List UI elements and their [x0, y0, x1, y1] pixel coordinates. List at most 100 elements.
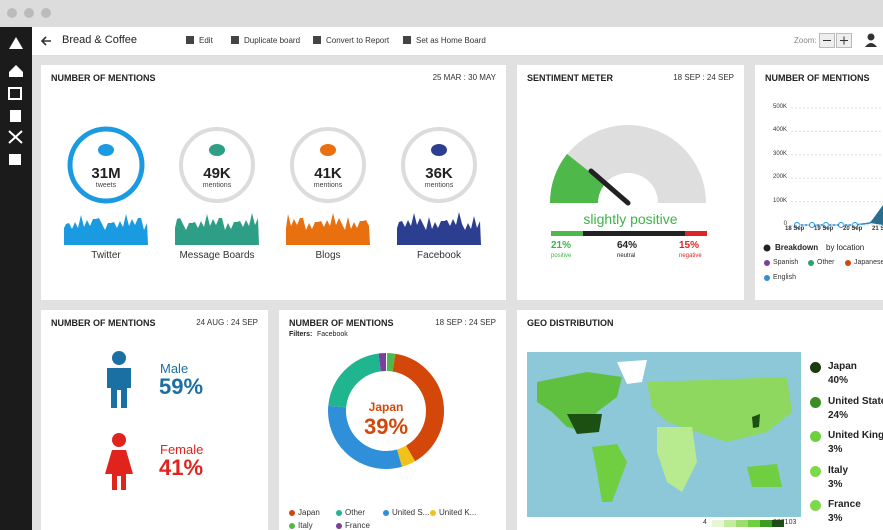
mention-ring — [179, 127, 255, 203]
trend-panel: NUMBER OF MENTIONS 500K 400K 300K 200K 100K 0… — [755, 65, 883, 300]
panel-title: SENTIMENT METER — [527, 73, 614, 83]
breakdown-title: Breakdown — [775, 243, 819, 252]
toolbar: Bread & Coffee Zoom: Edit Duplicate board… — [32, 27, 883, 56]
filter-label: Filters: — [289, 331, 313, 338]
mention-unit: mentions — [313, 182, 343, 189]
sparkline — [64, 214, 148, 245]
y-tick-label: 0 — [783, 221, 787, 227]
action-icon — [403, 36, 411, 44]
legend-dot — [336, 523, 342, 529]
toolbar-action[interactable]: Duplicate board — [230, 36, 300, 45]
zoom-controls[interactable] — [819, 33, 853, 48]
x-tick-label: 21 Sep — [872, 226, 883, 232]
legend-dot — [810, 396, 821, 408]
filter-value: Facebook — [317, 331, 348, 338]
panel-date: 24 AUG : 24 SEP — [196, 318, 258, 327]
back-button[interactable] — [40, 35, 52, 47]
y-tick-label: 100K — [772, 197, 787, 204]
breakdown-subtitle: by location — [826, 243, 865, 252]
female-value: 41% — [159, 455, 204, 480]
x-tick-label: 19 Sep — [814, 226, 834, 232]
mention-graphic — [64, 126, 148, 245]
panel-title: NUMBER OF MENTIONS — [765, 73, 870, 83]
sentiment-label: slightly positive — [583, 211, 678, 227]
legend-dot — [430, 510, 436, 516]
window-chrome — [0, 0, 883, 27]
trend-chart — [763, 107, 883, 281]
mention-icon — [209, 144, 225, 156]
mention-icon — [98, 144, 114, 156]
panel-title: NUMBER OF MENTIONS — [289, 318, 394, 328]
world-map — [527, 352, 801, 527]
geo-panel: GEO DISTRIBUTION 4 227103 Japan 40% United… — [517, 310, 883, 530]
sentiment-caption: positive — [551, 253, 572, 259]
mention-value: 36K — [425, 165, 453, 182]
panel-title: NUMBER OF MENTIONS — [51, 318, 156, 328]
mention-unit: mentions — [202, 182, 232, 189]
y-tick-label: 500K — [772, 104, 787, 110]
legend-label: Other — [817, 259, 835, 266]
sentiment-bar — [551, 231, 707, 236]
scale-max: 227103 — [773, 519, 797, 526]
mention-ring — [290, 127, 366, 203]
scale-min: 4 — [703, 519, 707, 526]
legend-dot — [289, 523, 295, 529]
geo-country: United Kingdom — [828, 430, 883, 441]
sentiment-caption: negative — [679, 253, 702, 259]
legend-dot — [289, 510, 295, 516]
sentiment-value: 64% — [617, 240, 638, 251]
legend-dot — [845, 260, 851, 266]
geo-share: 3% — [828, 513, 843, 524]
geo-share: 3% — [828, 444, 843, 455]
toolbar-action[interactable]: Edit — [185, 36, 213, 45]
x-tick-label: 18 Sep — [785, 226, 805, 232]
panel-title: GEO DISTRIBUTION — [527, 318, 614, 328]
panel-title: NUMBER OF MENTIONS — [51, 73, 156, 83]
action-icon — [231, 36, 239, 44]
female-label: Female — [160, 442, 204, 457]
mention-label: Facebook — [417, 250, 461, 261]
mention-label: Message Boards — [179, 250, 255, 261]
x-tick-label: 20 Sep — [843, 226, 863, 232]
sidebar-icons — [8, 37, 23, 165]
donut-panel: NUMBER OF MENTIONS 18 SEP : 24 SEP Filte… — [279, 310, 506, 530]
geo-share: 40% — [828, 375, 849, 386]
sentiment-value: 21% — [551, 240, 572, 251]
legend-dot — [383, 510, 389, 516]
legend-label: Italy — [298, 521, 313, 530]
geo-country: Italy — [828, 464, 849, 476]
breakdown-dot — [763, 244, 771, 252]
legend-dot — [764, 275, 770, 281]
legend-dot — [810, 362, 821, 373]
mention-graphic — [397, 127, 481, 245]
mention-ring — [401, 127, 477, 203]
legend-dot — [810, 431, 821, 442]
legend-label: Other — [345, 508, 366, 517]
action-icon — [313, 36, 321, 44]
mention-unit: mentions — [424, 182, 454, 189]
y-tick-label: 400K — [772, 127, 787, 134]
mentions-panel: NUMBER OF MENTIONS 25 MAR : 30 MAY 31M tw… — [41, 65, 506, 300]
mention-graphic — [286, 127, 370, 245]
mention-value: 41K — [314, 165, 342, 182]
mention-icon — [320, 144, 336, 156]
toolbar-action[interactable]: Set as Home Board — [402, 36, 486, 45]
mention-ring — [67, 126, 145, 204]
sentiment-value: 15% — [679, 240, 700, 251]
mention-label: Twitter — [91, 250, 121, 261]
mention-icon — [431, 144, 447, 156]
geo-country: United States — [828, 395, 883, 407]
legend-dot — [810, 465, 821, 477]
toolbar-action[interactable]: Convert to Report — [312, 36, 389, 45]
legend-label: English — [773, 274, 796, 281]
user-icon[interactable] — [864, 33, 880, 48]
zoom-label: Zoom: — [794, 36, 817, 45]
legend-dot — [336, 510, 342, 516]
sparkline — [175, 213, 259, 245]
y-tick-label: 300K — [772, 150, 787, 157]
gender-panel: NUMBER OF MENTIONS 24 AUG : 24 SEP Male … — [41, 310, 268, 530]
legend-label: France — [345, 521, 370, 530]
geo-country: Japan — [828, 361, 857, 372]
legend-dot — [810, 500, 821, 511]
